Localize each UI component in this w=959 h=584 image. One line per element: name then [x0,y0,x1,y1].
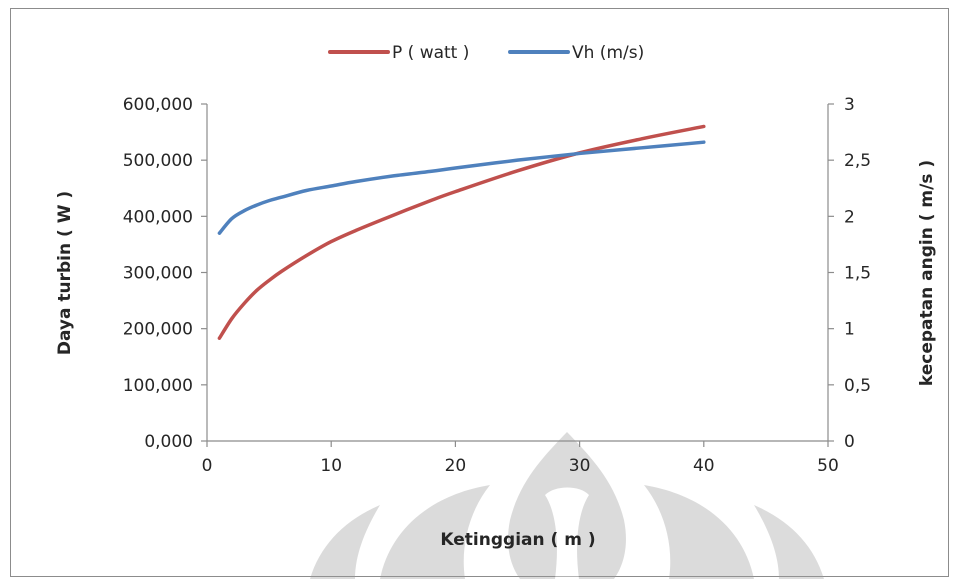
y-tick-label-right: 2,5 [844,151,871,171]
y-tick-label-left: 400,000 [123,207,193,227]
chart-border [10,8,949,577]
y-tick-label-left: 0,000 [144,432,193,452]
y-tick-label-right: 1 [844,320,855,340]
legend: P ( watt ) Vh (m/s) [328,43,644,63]
y-axis-title-right: kecepatan angin ( m/s ) [917,160,937,386]
y-axis-title-left: Daya turbin ( W ) [55,191,75,355]
legend-label-p-watt: P ( watt ) [392,43,469,63]
y-tick-label-left: 500,000 [123,151,193,171]
y-tick-label-right: 3 [844,95,855,115]
y-tick-label-right: 1,5 [844,264,871,284]
y-tick-label-right: 0,5 [844,376,871,396]
axes: 0 10 20 30 40 500,000100,000200,000300,000400… [123,95,871,476]
y-tick-label-left: 200,000 [123,320,193,340]
series-layer [217,124,706,340]
x-tick-label: 0 [202,456,213,476]
y-tick-label-left: 300,000 [123,264,193,284]
x-tick-label: 10 [320,456,342,476]
y-tick-label-right: 2 [844,207,855,227]
x-tick-label: 30 [569,456,591,476]
x-tick-label: 50 [817,456,839,476]
x-axis-title: Ketinggian ( m ) [440,530,595,550]
legend-label-vh: Vh (m/s) [572,43,644,63]
x-tick-label: 20 [445,456,467,476]
y-tick-label-right: 0 [844,432,855,452]
watermark-emblem [310,432,824,579]
y-tick-label-left: 100,000 [123,376,193,396]
series-line-vh [217,140,706,235]
x-tick-label: 40 [693,456,715,476]
series-line-p-watt [217,124,706,340]
y-tick-label-left: 600,000 [123,95,193,115]
